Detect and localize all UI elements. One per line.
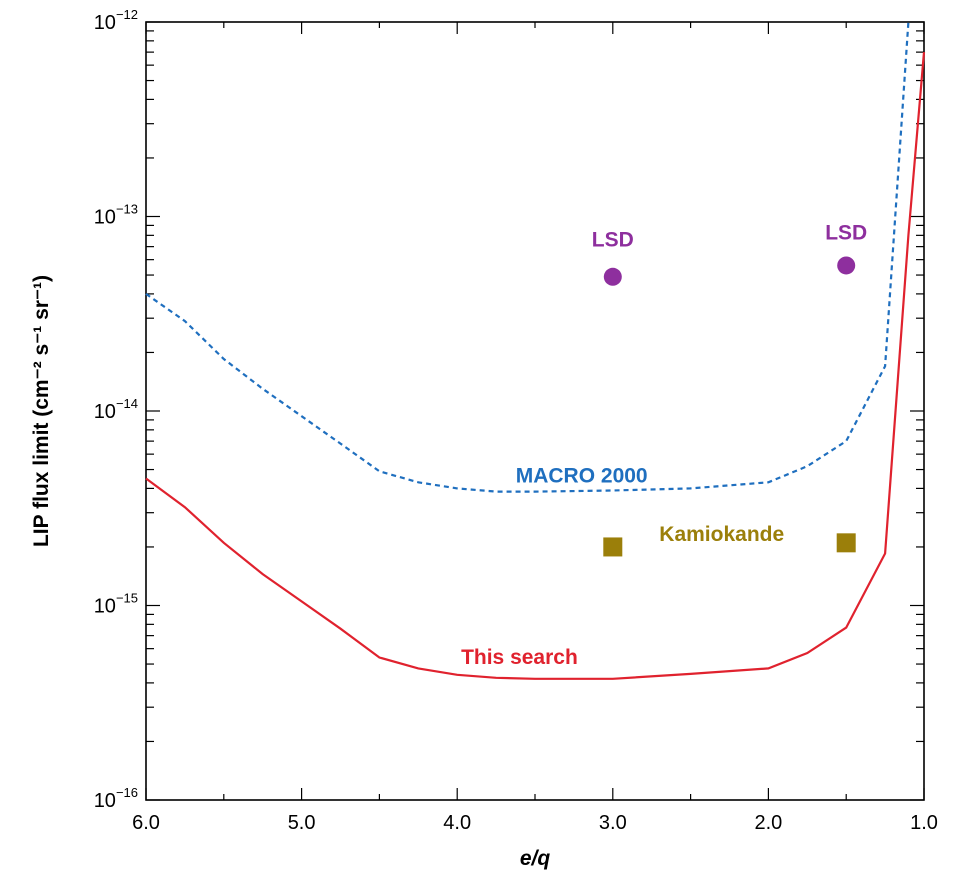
x-tick-label: 2.0 xyxy=(754,812,782,834)
data-point-square xyxy=(603,537,623,557)
data-point-circle xyxy=(603,267,622,286)
x-tick-label: 4.0 xyxy=(443,812,471,834)
annotation-label: LSD xyxy=(592,229,634,252)
y-tick-label: 10−14 xyxy=(94,396,138,423)
x-tick-label: 6.0 xyxy=(132,812,160,834)
y-tick-label: 10−13 xyxy=(94,202,138,229)
x-tick-label: 5.0 xyxy=(288,812,316,834)
y-tick-label: 10−15 xyxy=(94,591,138,618)
x-axis-title: e/q xyxy=(520,847,551,870)
x-tick-label: 3.0 xyxy=(599,812,627,834)
data-point-circle xyxy=(837,256,856,275)
annotation-label: LSD xyxy=(825,222,867,245)
x-axis: 6.0 5.0 4.0 3.0 2.0 1.0 xyxy=(132,22,938,834)
annotation-label: Kamiokande xyxy=(659,523,784,546)
y-tick-label: 10−12 xyxy=(94,7,138,34)
series-line xyxy=(145,21,910,493)
plot-frame xyxy=(145,21,925,801)
series-label: This search xyxy=(461,646,578,669)
annotation-layer: MACRO 2000 This search LSD LSD Kamiokande xyxy=(461,222,867,669)
points-layer xyxy=(603,256,856,557)
x-tick-label: 1.0 xyxy=(910,812,938,834)
y-axis: 10−16 10−15 10−14 10−13 10−12 xyxy=(94,7,924,812)
series-layer xyxy=(145,21,926,680)
y-axis-title: LIP flux limit (cm⁻² s⁻¹ sr⁻¹) xyxy=(30,275,53,547)
series-label: MACRO 2000 xyxy=(516,464,648,487)
series-line xyxy=(145,52,926,680)
y-tick-label: 10−16 xyxy=(94,785,138,812)
data-point-square xyxy=(836,533,856,553)
